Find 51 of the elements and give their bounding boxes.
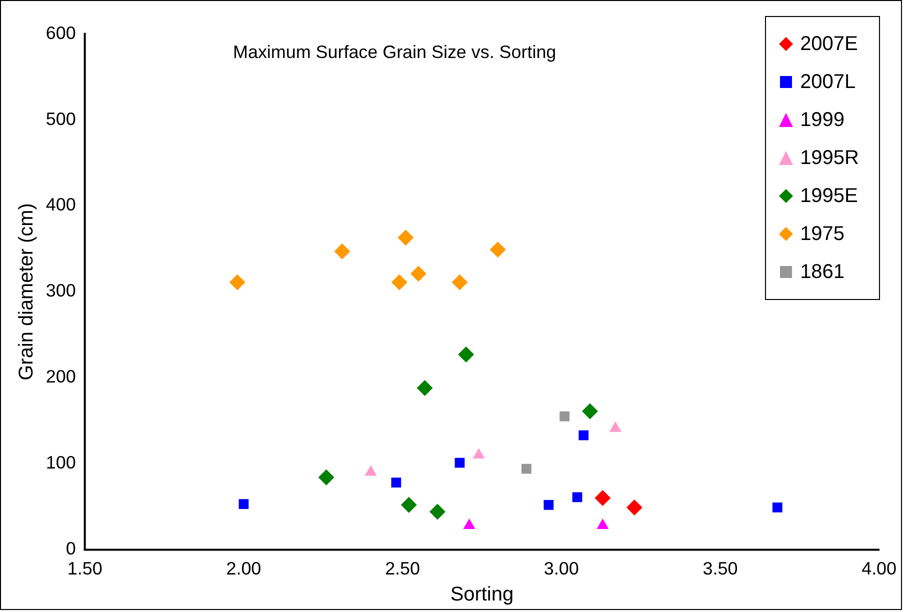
x-axis-title: Sorting: [450, 584, 514, 606]
x-tick-label: 2.00: [226, 558, 262, 578]
y-tick-label: 300: [46, 280, 76, 301]
point: [490, 242, 506, 258]
point: [594, 490, 611, 506]
point: [416, 380, 433, 396]
point: [318, 469, 334, 486]
point: [582, 403, 598, 420]
legend-label: 1861: [800, 260, 845, 284]
x-tick-label: 3.00: [544, 558, 579, 578]
point: [429, 504, 446, 520]
y-axis-title: Grain diameter (cm): [15, 203, 38, 380]
point: [334, 243, 350, 260]
y-tick-label: 400: [46, 194, 76, 215]
legend-label: 2007E: [800, 32, 858, 56]
x-tick-label: 4.00: [862, 558, 897, 578]
point: [391, 478, 402, 488]
y-tick-label: 500: [46, 108, 76, 129]
point: [452, 274, 468, 290]
point: [578, 430, 589, 440]
y-tick-label: 600: [46, 22, 76, 43]
point: [364, 465, 377, 476]
point: [544, 500, 554, 510]
y-tick-label: 0: [66, 538, 76, 559]
point: [398, 230, 414, 246]
point: [238, 499, 249, 509]
point: [229, 274, 246, 290]
y-tick-label: 100: [46, 452, 76, 473]
point: [596, 518, 609, 530]
legend-label: 1995E: [800, 184, 858, 208]
x-tick-label: 3.50: [702, 558, 738, 578]
point: [572, 492, 582, 502]
y-tick-label: 200: [46, 366, 76, 387]
point: [454, 458, 465, 468]
point: [458, 346, 474, 362]
x-tick-label: 2.50: [385, 558, 420, 578]
point: [626, 500, 642, 516]
point: [463, 518, 476, 530]
point: [472, 448, 485, 459]
point: [772, 502, 782, 512]
legend-label: 1999: [800, 108, 845, 132]
legend-label: 1995R: [800, 146, 859, 170]
text: Maximum Surface Grain Size vs. Sorting: [233, 42, 556, 62]
legend-label: 1975: [800, 222, 845, 246]
point: [521, 464, 532, 474]
point: [400, 496, 417, 513]
point: [560, 411, 570, 422]
point: [410, 266, 426, 282]
point: [391, 274, 408, 290]
x-tick-label: 1.50: [67, 558, 102, 578]
legend-label: 2007L: [800, 70, 856, 94]
